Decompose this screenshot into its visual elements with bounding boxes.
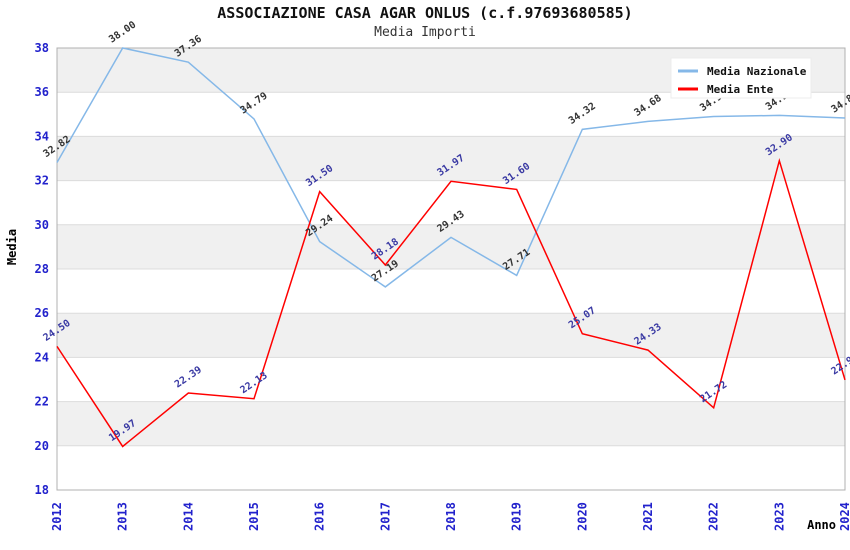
y-tick-label: 24 — [35, 350, 49, 364]
y-tick-label: 18 — [35, 483, 49, 497]
x-tick-label: 2013 — [116, 502, 130, 531]
plot-band — [57, 136, 845, 181]
series-line-media-ente — [56, 157, 846, 448]
plot-band — [57, 224, 845, 269]
y-tick-label: 34 — [35, 129, 49, 143]
x-tick-label: 2017 — [378, 502, 392, 531]
plot-band — [57, 401, 845, 446]
chart-subtitle: Media Importi — [374, 25, 476, 40]
legend-label: Media Ente — [707, 83, 774, 96]
y-tick-label: 22 — [35, 395, 49, 409]
y-tick-label: 38 — [35, 41, 49, 55]
x-tick-label: 2024 — [838, 502, 850, 531]
y-tick-label: 36 — [35, 85, 49, 99]
y-axis-title: Media — [5, 229, 19, 265]
legend-label: Media Nazionale — [707, 65, 807, 78]
x-tick-label: 2015 — [247, 502, 261, 531]
x-axis-title: Anno — [807, 518, 836, 532]
y-tick-label: 20 — [35, 439, 49, 453]
x-tick-label: 2019 — [510, 502, 524, 531]
x-tick-label: 2012 — [50, 502, 64, 531]
point-label: 22.39 — [173, 365, 204, 391]
x-tick-label: 2014 — [181, 502, 195, 531]
plot-border — [56, 47, 846, 491]
x-tick-label: 2018 — [444, 502, 458, 531]
x-tick-label: 2020 — [575, 502, 589, 531]
chart-title: ASSOCIAZIONE CASA AGAR ONLUS (c.f.976936… — [217, 4, 633, 22]
point-label: 34.83 — [830, 90, 850, 116]
x-tick-label: 2023 — [772, 502, 786, 531]
y-tick-label: 32 — [35, 174, 49, 188]
point-label: 34.68 — [633, 93, 664, 119]
legend-box — [670, 57, 812, 99]
y-tick-label: 30 — [35, 218, 49, 232]
plot-band — [57, 313, 845, 358]
point-label: 34.32 — [567, 101, 598, 127]
point-label: 22.13 — [239, 370, 270, 396]
y-tick-label: 26 — [35, 306, 49, 320]
x-tick-label: 2016 — [313, 502, 327, 531]
series-line-media-nazionale — [56, 47, 846, 288]
x-tick-label: 2022 — [707, 502, 721, 531]
y-tick-label: 28 — [35, 262, 49, 276]
point-label: 34.79 — [239, 90, 270, 116]
x-tick-label: 2021 — [641, 502, 655, 531]
